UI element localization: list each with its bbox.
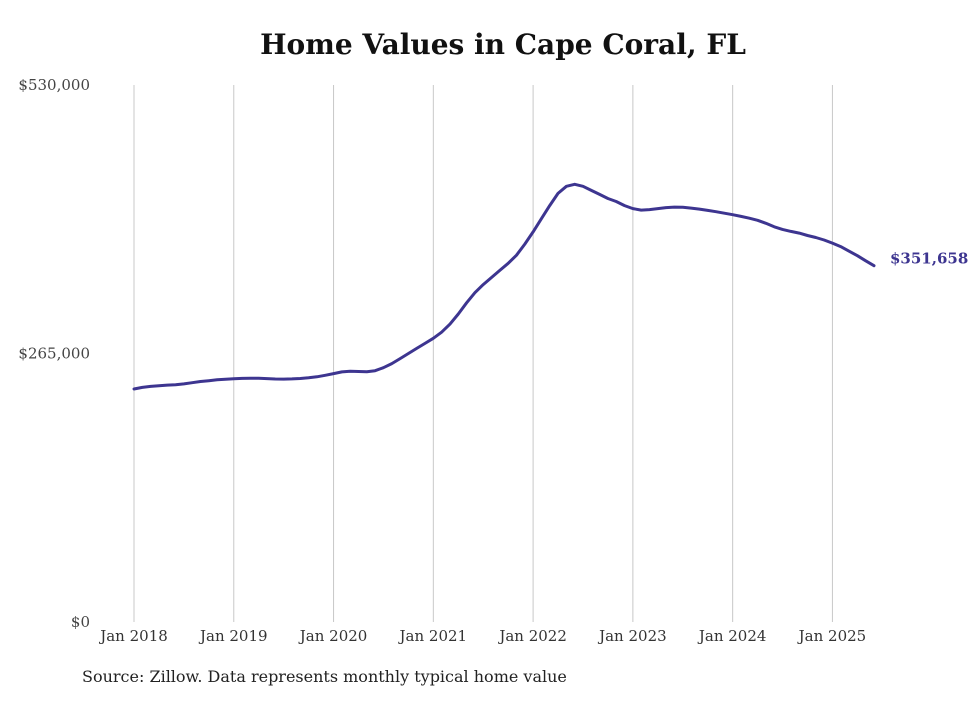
y-axis-ticks: $0 $265,000 $530,000 [18,76,90,631]
series-line [132,182,876,391]
x-tick-label: Jan 2023 [597,627,667,645]
chart-title: Home Values in Cape Coral, FL [260,28,746,61]
x-tick-label: Jan 2025 [797,627,867,645]
source-note: Source: Zillow. Data represents monthly … [82,667,567,686]
x-tick-label: Jan 2018 [98,627,168,645]
y-tick-label: $265,000 [18,345,90,363]
y-tick-label: $0 [71,613,90,631]
x-tick-label: Jan 2019 [198,627,268,645]
x-tick-label: Jan 2020 [298,627,368,645]
grid-lines [133,85,833,622]
x-tick-label: Jan 2021 [398,627,468,645]
end-value-label: $351,658 [890,250,968,268]
x-axis-ticks: Jan 2018 Jan 2019 Jan 2020 Jan 2021 Jan 2022… [98,627,866,645]
x-tick-label: Jan 2024 [697,627,767,645]
y-tick-label: $530,000 [18,76,90,94]
x-tick-label: Jan 2022 [497,627,567,645]
